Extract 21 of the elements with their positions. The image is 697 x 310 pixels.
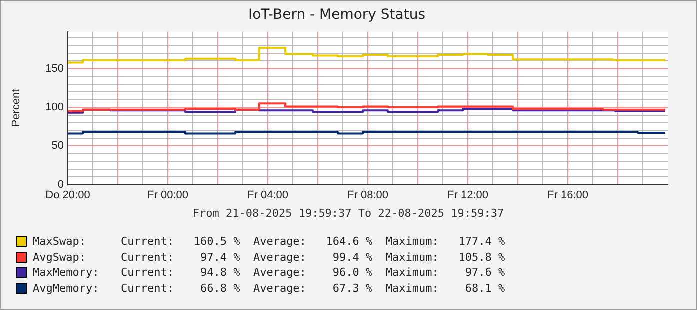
- legend-label: AvgSwap:: [33, 250, 87, 264]
- legend-label: MaxMemory:: [33, 266, 100, 280]
- y-tick-label: 0: [58, 178, 64, 191]
- legend-label: AvgMemory:: [33, 282, 100, 295]
- text: Current: 97.4 % Average: 99.4 % Maximum: 105.8 %: [121, 250, 506, 264]
- text: From 21-08-2025 19:59:37 To 22-08-2025 19:59:37: [192, 207, 506, 220]
- chart-title: IoT-Bern - Memory Status: [248, 7, 426, 24]
- x-tick-label: Fr 12:00: [448, 189, 488, 202]
- x-tick-label: Fr 16:00: [548, 189, 588, 202]
- x-tick-label: Fr 04:00: [248, 189, 288, 202]
- x-tick-label: Fr 08:00: [348, 189, 388, 202]
- x-tick-label: Fr 00:00: [148, 189, 188, 202]
- text: Current: 66.8 % Average: 67.3 % Maximum: 68.1 %: [121, 282, 506, 295]
- x-tick-label: Do 20:00: [46, 189, 90, 202]
- y-axis-title: Percent: [10, 89, 23, 128]
- y-tick-label: 150: [46, 62, 64, 75]
- text: Current: 94.8 % Average: 96.0 % Maximum: 97.6 %: [121, 266, 506, 280]
- y-tick-label: 50: [52, 140, 64, 152]
- text: Current: 160.5 % Average: 164.6 % Maximum: 177.4 %: [121, 235, 506, 248]
- legend-label: MaxSwap:: [33, 235, 87, 248]
- y-tick-label: 100: [46, 102, 64, 114]
